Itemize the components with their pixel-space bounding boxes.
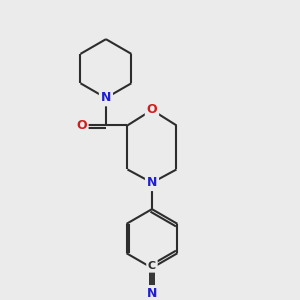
Text: O: O [147,103,157,116]
Text: N: N [147,287,157,300]
Text: N: N [101,92,111,104]
Text: C: C [148,261,156,271]
Text: O: O [76,119,87,132]
Text: N: N [147,176,157,189]
